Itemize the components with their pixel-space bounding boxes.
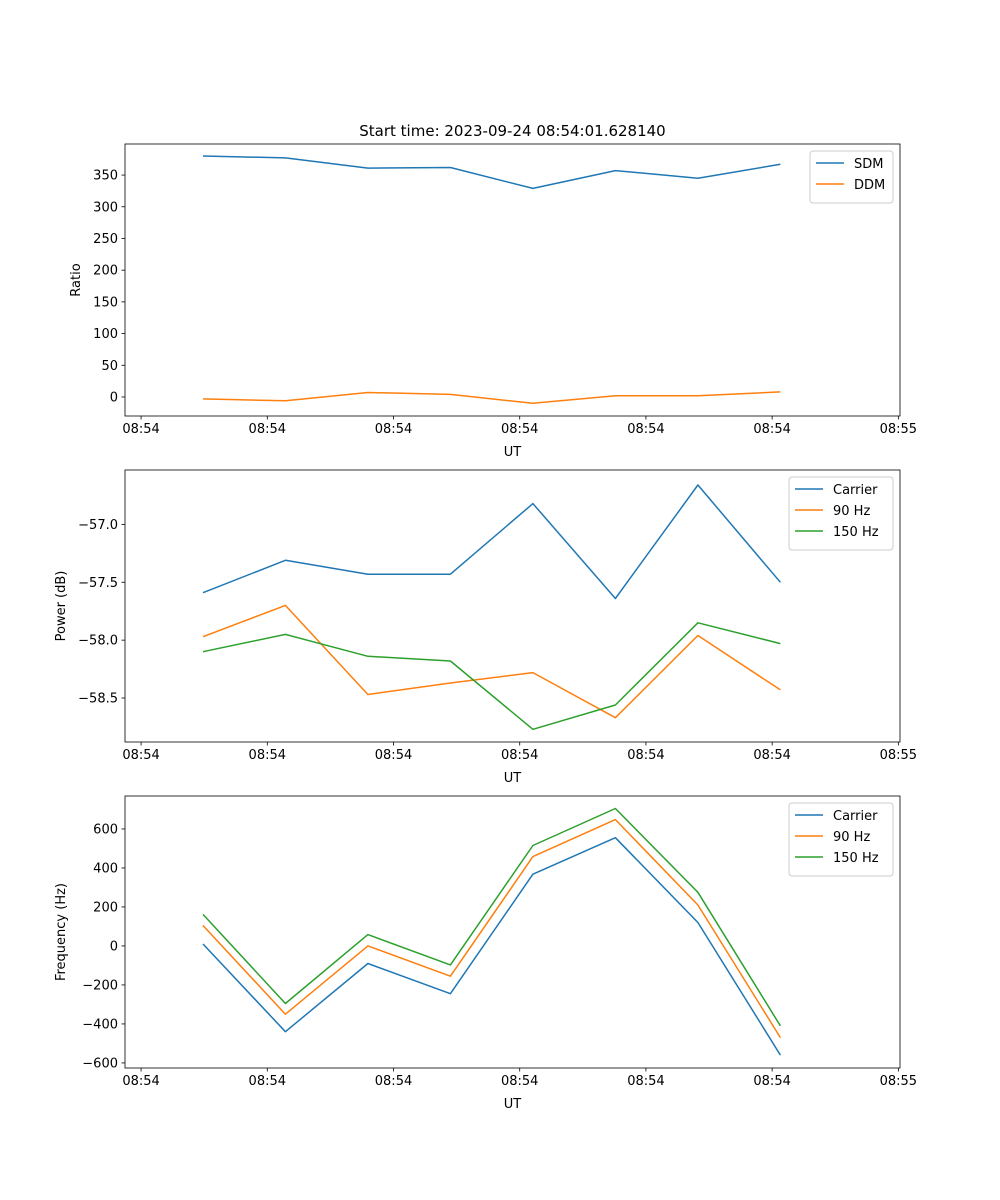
x-tick-label: 08:54 [753, 422, 790, 437]
x-tick-label: 08:54 [375, 748, 412, 763]
subplot-2: 08:54 08:54 08:54 08:54 08:54 08:54 08:55 −58.5… [54, 469, 917, 786]
x-tick-label: 08:54 [122, 1074, 159, 1089]
x-tick-label: 08:54 [753, 1074, 790, 1089]
x-tick-label: 08:54 [501, 1074, 538, 1089]
legend: SDM DDM [809, 150, 894, 204]
y-axis-label: Power (dB) [54, 571, 69, 642]
y-tick-label: 350 [93, 169, 118, 184]
x-tick-label: 08:54 [249, 422, 286, 437]
x-tick-label: 08:54 [627, 1074, 664, 1089]
y-axis-label: Frequency (Hz) [54, 883, 69, 981]
axes-frame [124, 143, 901, 417]
y-tick-label: −400 [82, 1017, 118, 1032]
subplot-3: 08:54 08:54 08:54 08:54 08:54 08:54 08:55 −600 −… [54, 795, 917, 1112]
y-tick-label: 200 [93, 900, 118, 915]
x-tick-label: 08:54 [501, 422, 538, 437]
series-line-sdm [202, 155, 781, 190]
x-tick-label: 08:54 [122, 748, 159, 763]
y-tick-label: −200 [82, 978, 118, 993]
x-tick-label: 08:55 [880, 1074, 917, 1089]
x-tick-label: 08:54 [753, 748, 790, 763]
y-tick-label: −58.0 [78, 634, 118, 649]
axes-frame [124, 795, 901, 1069]
x-tick-label: 08:54 [627, 422, 664, 437]
x-tick-label: 08:54 [122, 422, 159, 437]
x-tick-label: 08:54 [249, 748, 286, 763]
legend-label: 150 Hz [833, 851, 879, 866]
x-tick-label: 08:55 [880, 748, 917, 763]
y-tick-label: 150 [93, 295, 118, 310]
x-tick-label: 08:54 [501, 748, 538, 763]
y-tick-label: 50 [101, 359, 118, 374]
legend-label: DDM [854, 178, 885, 193]
legend-label: SDM [854, 157, 883, 172]
y-tick-label: 400 [93, 861, 118, 876]
y-tick-label: 200 [93, 264, 118, 279]
x-tick-label: 08:54 [249, 1074, 286, 1089]
y-tick-label: 250 [93, 232, 118, 247]
x-axis-label: UT [504, 1097, 522, 1112]
legend: Carrier 90 Hz 150 Hz [788, 802, 894, 877]
x-tick-label: 08:54 [627, 748, 664, 763]
y-tick-label: −57.5 [78, 576, 118, 591]
x-tick-label: 08:54 [375, 422, 412, 437]
legend-label: Carrier [833, 483, 878, 498]
series-line-150-hz [202, 807, 782, 1027]
x-tick-label: 08:55 [880, 422, 917, 437]
legend-label: 90 Hz [833, 830, 870, 845]
y-tick-label: 300 [93, 200, 118, 215]
subplot-1: 08:54 08:54 08:54 08:54 08:54 08:54 08:55 0 50 10… [69, 143, 917, 460]
y-tick-label: 0 [110, 939, 118, 954]
legend-label: Carrier [833, 809, 878, 824]
series-line-90-hz [202, 604, 781, 719]
series-line-carrier [202, 836, 782, 1056]
series-line-ddm [202, 391, 781, 405]
y-tick-label: −600 [82, 1056, 118, 1071]
y-tick-label: 0 [110, 390, 118, 405]
y-axis-label: Ratio [69, 263, 84, 296]
series-line-90-hz [202, 818, 782, 1038]
chart-title: Start time: 2023-09-24 08:54:01.628140 [359, 122, 665, 140]
legend-label: 150 Hz [833, 525, 879, 540]
series-line-carrier [202, 484, 781, 600]
x-axis-label: UT [504, 445, 522, 460]
y-tick-label: 100 [93, 327, 118, 342]
y-tick-label: 600 [93, 822, 118, 837]
y-tick-label: −57.0 [78, 518, 118, 533]
legend: Carrier 90 Hz 150 Hz [788, 476, 894, 551]
y-tick-label: −58.5 [78, 692, 118, 707]
legend-label: 90 Hz [833, 504, 870, 519]
series-line-150-hz [202, 622, 781, 731]
x-axis-label: UT [504, 771, 522, 786]
legend-box [809, 150, 894, 204]
x-tick-label: 08:54 [375, 1074, 412, 1089]
axes-frame [124, 469, 901, 743]
